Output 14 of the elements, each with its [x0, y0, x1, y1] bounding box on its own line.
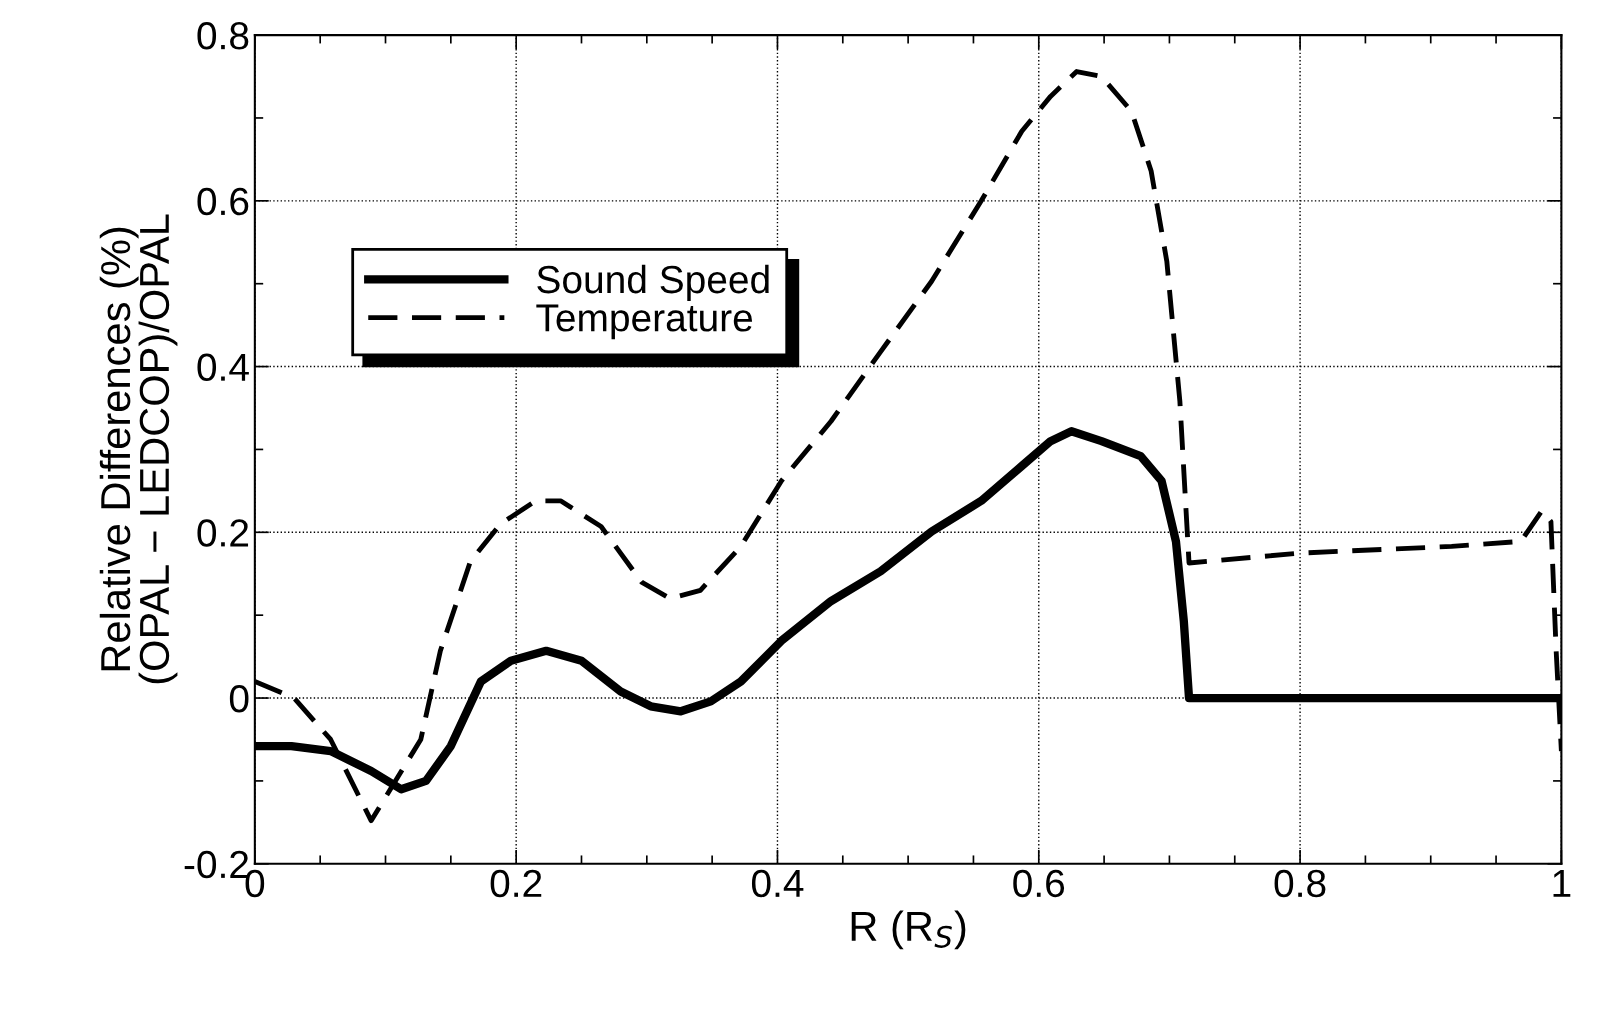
- y-tick-label: 0.8: [197, 22, 249, 50]
- y-tick-label: 0.6: [197, 187, 249, 216]
- y-tick-label: 0.2: [197, 519, 249, 547]
- x-axis-title: R (R$_{S}$): [851, 910, 966, 950]
- y-tick-label: 0.4: [197, 353, 249, 382]
- x-tick-label: 0.6: [1013, 869, 1065, 898]
- legend-label: Sound Speed: [537, 264, 769, 302]
- y-axis-title: Relative Differences (%) (OPAL − LEDCOP)/OPAL: [99, 214, 178, 684]
- x-tick-label: 1: [1553, 870, 1571, 897]
- x-tick-label: 0.8: [1274, 869, 1326, 898]
- legend-label: Temperature: [536, 304, 753, 340]
- y-tick-label: 0: [229, 684, 249, 713]
- x-tick-label: 0.4: [751, 869, 804, 898]
- x-tick-label: 0.2: [490, 869, 542, 898]
